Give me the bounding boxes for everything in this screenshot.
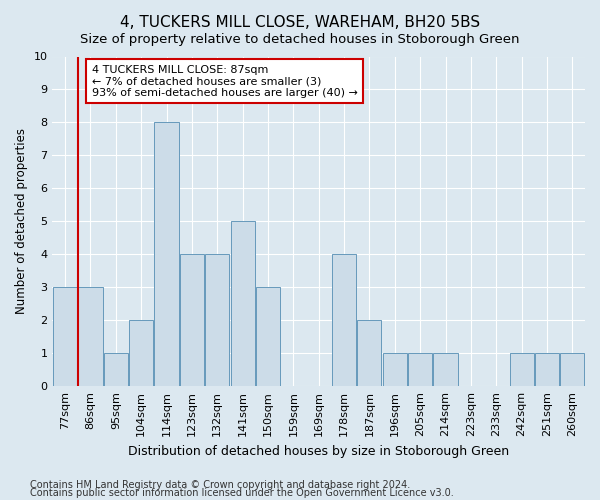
Text: Contains public sector information licensed under the Open Government Licence v3: Contains public sector information licen…	[30, 488, 454, 498]
Text: Contains HM Land Registry data © Crown copyright and database right 2024.: Contains HM Land Registry data © Crown c…	[30, 480, 410, 490]
Bar	[205, 254, 229, 386]
Bar	[358, 320, 382, 386]
Bar	[53, 288, 77, 386]
Bar	[535, 353, 559, 386]
Bar	[154, 122, 179, 386]
Bar	[230, 222, 254, 386]
Text: 4 TUCKERS MILL CLOSE: 87sqm
← 7% of detached houses are smaller (3)
93% of semi-: 4 TUCKERS MILL CLOSE: 87sqm ← 7% of deta…	[92, 64, 358, 98]
Bar	[332, 254, 356, 386]
Bar	[104, 353, 128, 386]
Bar	[560, 353, 584, 386]
Text: Size of property relative to detached houses in Stoborough Green: Size of property relative to detached ho…	[80, 32, 520, 46]
X-axis label: Distribution of detached houses by size in Stoborough Green: Distribution of detached houses by size …	[128, 444, 509, 458]
Bar	[256, 288, 280, 386]
Text: 4, TUCKERS MILL CLOSE, WAREHAM, BH20 5BS: 4, TUCKERS MILL CLOSE, WAREHAM, BH20 5BS	[120, 15, 480, 30]
Y-axis label: Number of detached properties: Number of detached properties	[15, 128, 28, 314]
Bar	[79, 288, 103, 386]
Bar	[180, 254, 204, 386]
Bar	[433, 353, 458, 386]
Bar	[129, 320, 153, 386]
Bar	[408, 353, 432, 386]
Bar	[509, 353, 533, 386]
Bar	[383, 353, 407, 386]
